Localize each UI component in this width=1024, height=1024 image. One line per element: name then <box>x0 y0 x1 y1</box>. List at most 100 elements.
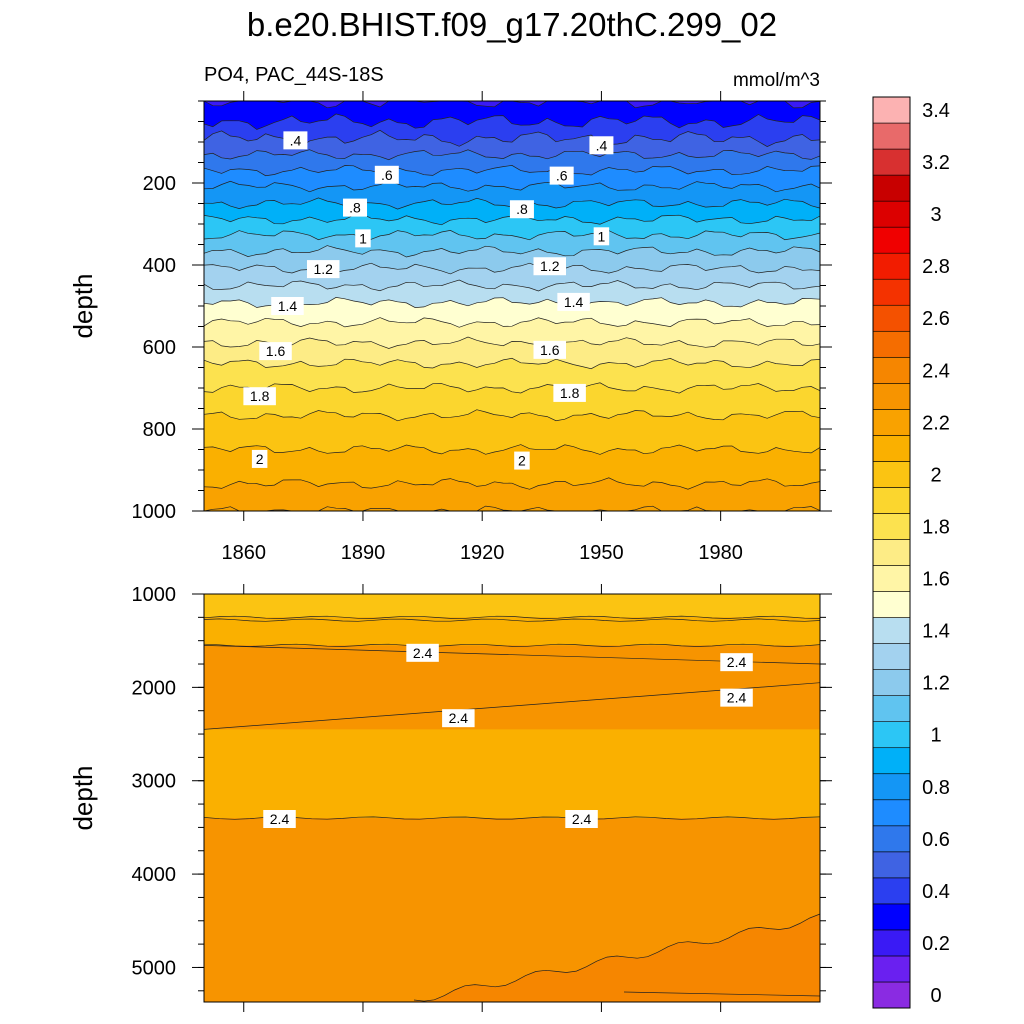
contour-label-text: .8 <box>349 200 361 216</box>
y-tick-label: 400 <box>143 255 176 277</box>
contour-label: .4 <box>283 131 308 150</box>
colorbar-cell <box>872 513 911 540</box>
contour-band <box>204 130 820 160</box>
contour-line <box>203 382 821 394</box>
lower-panel: 2.42.42.42.42.4 2.4 10002000300040005000 … <box>68 584 832 1012</box>
contour-label-box <box>593 227 610 246</box>
contour-line <box>203 645 821 665</box>
x-tick-label: 1980 <box>698 542 743 564</box>
contour-label-text: .4 <box>596 137 608 153</box>
contour-line <box>203 180 821 193</box>
colorbar-cell <box>872 330 911 358</box>
contour-line <box>413 913 821 1002</box>
contour-line <box>203 643 821 647</box>
contour-label-box <box>442 709 475 728</box>
colorbar-cell <box>872 851 911 879</box>
colorbar-frame <box>872 96 911 1009</box>
colorbar-label: 0.2 <box>922 933 950 955</box>
band-2.4-upper <box>204 645 820 730</box>
contour-label-box <box>271 297 304 315</box>
contour-label: 1 <box>355 229 371 248</box>
contour-label-box <box>720 653 753 672</box>
contour-band <box>204 245 820 274</box>
contour-line <box>203 444 821 455</box>
contour-label: 1 <box>593 227 610 246</box>
contour-line <box>203 336 821 349</box>
contour-label-text: 1.8 <box>250 388 270 404</box>
contour-line <box>203 230 821 241</box>
x-tick-label: 1890 <box>341 542 386 564</box>
contour-label-box <box>509 200 534 219</box>
variable-label: PO4, PAC_44S-18S <box>204 64 384 86</box>
contour-band <box>204 477 820 511</box>
contour-band <box>204 113 820 147</box>
colorbar-cell <box>872 747 911 775</box>
contour-label-box <box>243 387 276 406</box>
colorbar-cell <box>872 799 911 827</box>
contour-label: 2 <box>251 449 268 468</box>
colorbar-label: 2.6 <box>922 308 950 330</box>
colorbar-cell <box>872 304 911 332</box>
contour-band <box>204 165 820 192</box>
contour-label-text: .6 <box>381 167 393 183</box>
contour-line <box>203 357 821 370</box>
contour-label-text: 1.6 <box>540 342 560 358</box>
colorbar-label: 1.8 <box>922 516 950 538</box>
contour-band <box>204 297 820 328</box>
contour-label: 2.4 <box>720 688 753 707</box>
colorbar-cell <box>872 200 911 228</box>
contour-label-text: .8 <box>516 201 528 217</box>
colorbar-cell <box>872 773 911 801</box>
contour-label-box <box>355 229 371 248</box>
contour-label: 2 <box>514 451 530 470</box>
lower-y-axis-label: depth <box>68 765 98 830</box>
contour-label-box <box>306 260 340 279</box>
contour-line <box>203 279 821 292</box>
upper-axis-ticks: 1860 1890 1920 1950 1980 200 400 600 800 1000 <box>132 91 832 564</box>
contour-line <box>203 317 821 328</box>
contour-line <box>623 991 821 997</box>
contour-label: .6 <box>374 165 399 184</box>
contour-line <box>203 165 821 177</box>
colorbar-cell <box>872 721 911 749</box>
colorbar-cell <box>872 565 911 592</box>
colorbar-cell <box>872 669 911 696</box>
upper-contour-labels: .4 .4 .6 .6 .8 .8 1 1 1.2 1.2 1.4 1.4 1.6 1.6 1.8 1.8 2 2 <box>243 131 614 470</box>
colorbar-label: 3.2 <box>922 152 950 174</box>
contour-label-text: .6 <box>556 168 568 184</box>
contour-line <box>203 113 821 130</box>
lower-contour-lines <box>203 615 821 1002</box>
contour-band <box>204 280 820 308</box>
contour-label: 2.4 <box>263 810 296 829</box>
contour-label-text: 1.2 <box>313 261 333 277</box>
band-2.2 <box>204 594 820 618</box>
y-tick-label: 2000 <box>132 677 177 699</box>
colorbar-cell <box>872 409 911 436</box>
colorbar-label: 2.4 <box>922 360 950 382</box>
band-2.3-mid <box>204 729 820 819</box>
lower-axis-ticks: 1000 2000 3000 4000 5000 <box>132 584 832 1012</box>
contour-label-box <box>406 643 439 662</box>
y-tick-label: 600 <box>143 337 176 359</box>
colorbar-cell <box>872 435 911 462</box>
contour-label: 2.4 <box>565 810 598 829</box>
contour-line <box>203 618 821 622</box>
contour-label-text: 1.4 <box>278 298 298 314</box>
y-tick-label: 1000 <box>132 501 177 523</box>
contour-line <box>203 409 821 422</box>
y-tick-label: 5000 <box>132 957 177 979</box>
contour-label-text: 2 <box>518 453 526 469</box>
colorbar-cell <box>872 461 911 488</box>
colorbar-cell <box>872 148 911 176</box>
contour-label: 1.6 <box>259 342 292 361</box>
contour-label-text: .4 <box>290 132 302 148</box>
contour-label-text: 1 <box>598 228 606 244</box>
lower-contour-labels: 2.4 2.4 2.4 2.4 2.4 2.4 <box>263 643 753 829</box>
units-label: mmol/m^3 <box>732 70 820 91</box>
lower-contour-fill <box>204 594 820 1002</box>
colorbar-cell <box>872 643 911 670</box>
contour-line <box>203 245 821 258</box>
colorbar-label: 0 <box>930 985 941 1007</box>
band-2.3 <box>204 617 820 646</box>
